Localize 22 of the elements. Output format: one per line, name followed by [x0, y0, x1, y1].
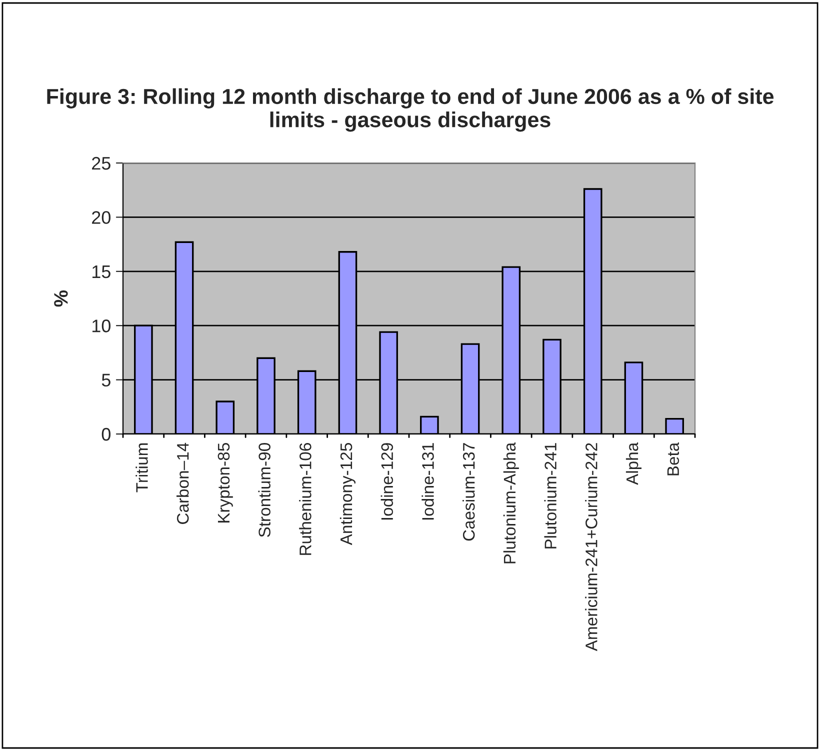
- x-tick-label: Beta: [667, 442, 680, 476]
- chart-title: Figure 3: Rolling 12 month discharge to end of June 2006 as a % of site limits - gaseous discharges: [47, 88, 774, 132]
- x-tick-label: Plutonium-Alpha: [503, 442, 519, 564]
- y-tick-label: 25: [92, 156, 110, 170]
- x-tick-label: Plutonium-241: [544, 443, 556, 548]
- x-tick-label: Tritium: [136, 443, 148, 492]
- x-tick-label: Alpha: [626, 442, 642, 485]
- y-axis-title: %: [54, 290, 68, 307]
- x-tick-label: Antimony-125: [340, 443, 356, 546]
- x-tick-label: Caesium-137: [462, 443, 475, 541]
- y-tick-label: 15: [92, 266, 110, 278]
- y-tick-label: 10: [92, 320, 110, 332]
- x-tick-label: Americium-241+Curium-242: [585, 443, 598, 652]
- y-tick-label: 0: [102, 428, 110, 441]
- x-tick-label: Iodine-129: [380, 443, 394, 520]
- x-tick-label: Iodine-131: [422, 443, 434, 520]
- x-tick-label: Ruthenium-106: [299, 443, 312, 555]
- x-tick-label: Krypton-85: [218, 443, 233, 522]
- x-tick-label: Strontium-90: [258, 442, 270, 537]
- x-tick-label: Carbon–14: [176, 442, 189, 524]
- y-tick-label: 20: [92, 211, 110, 224]
- y-tick-label: 5: [102, 374, 110, 387]
